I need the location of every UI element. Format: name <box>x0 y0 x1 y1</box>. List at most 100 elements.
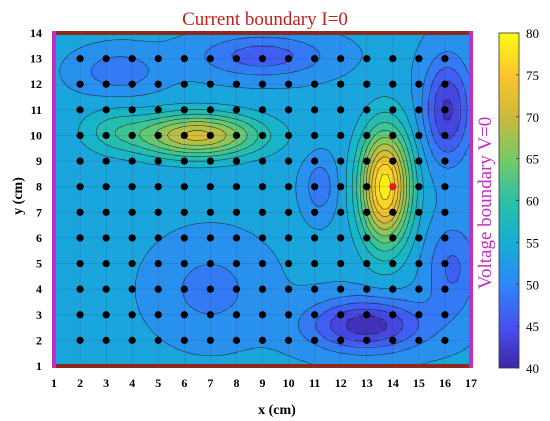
x-tick-label: 7 <box>207 376 213 390</box>
sample-point <box>232 131 241 140</box>
sample-point <box>232 106 241 114</box>
sample-point <box>232 55 241 63</box>
sample-point <box>258 234 267 242</box>
sample-point <box>76 80 84 88</box>
sample-point <box>337 311 345 319</box>
x-tick-label: 16 <box>439 376 451 390</box>
sample-point <box>128 208 136 216</box>
y-tick-label: 12 <box>30 77 42 91</box>
sample-point <box>154 336 162 344</box>
y-tick-label: 2 <box>36 333 42 347</box>
sample-point <box>258 311 267 319</box>
colorbar-tick-label: 45 <box>526 319 539 334</box>
sample-point <box>258 183 267 191</box>
sample-point <box>128 157 136 165</box>
x-tick-label: 12 <box>335 376 347 390</box>
sample-point <box>102 285 110 293</box>
sample-point <box>232 336 241 344</box>
sample-point <box>284 106 293 114</box>
sample-point <box>337 131 345 140</box>
sample-point <box>180 80 188 88</box>
sample-point <box>258 259 267 268</box>
sample-point <box>258 131 267 140</box>
sample-point <box>76 208 84 216</box>
sample-point <box>311 55 319 63</box>
x-tick-label: 2 <box>77 376 83 390</box>
sample-point <box>206 208 214 216</box>
sample-point <box>284 311 293 319</box>
sample-point <box>337 259 345 268</box>
sample-point <box>337 285 345 293</box>
sample-point <box>180 336 188 344</box>
x-tick-label: 17 <box>465 376 477 390</box>
sample-point <box>284 208 293 216</box>
x-tick-label: 10 <box>283 376 295 390</box>
sample-point <box>389 106 397 114</box>
x-tick-label: 6 <box>181 376 187 390</box>
sample-point <box>311 106 319 114</box>
x-axis-ticks: 1 2 3 4 5 6 7 8 9 10 11 12 13 14 15 16 17 <box>51 376 477 390</box>
sample-point <box>206 336 214 344</box>
sample-point <box>415 336 423 344</box>
sample-point <box>76 157 84 165</box>
sample-point <box>232 208 241 216</box>
sample-point <box>76 311 84 319</box>
sample-point <box>154 311 162 319</box>
sample-point <box>76 285 84 293</box>
sample-point <box>180 183 188 191</box>
sample-point <box>389 259 397 268</box>
sample-point <box>76 131 84 140</box>
highlighted-point <box>389 183 397 191</box>
x-tick-label: 11 <box>309 376 320 390</box>
x-tick-label: 15 <box>413 376 425 390</box>
sample-point <box>284 259 293 268</box>
sample-point <box>180 157 188 165</box>
sample-point <box>180 208 188 216</box>
sample-point <box>154 285 162 293</box>
y-tick-label: 3 <box>36 308 42 322</box>
sample-point <box>206 259 214 268</box>
sample-point <box>311 183 319 191</box>
sample-point <box>128 106 136 114</box>
sample-point <box>441 234 449 242</box>
sample-point <box>389 80 397 88</box>
sample-point <box>154 131 162 140</box>
sample-point <box>128 234 136 242</box>
colorbar-tick-label: 70 <box>526 110 539 125</box>
sample-point <box>337 234 345 242</box>
sample-point <box>337 336 345 344</box>
sample-point <box>363 311 371 319</box>
sample-point <box>102 208 110 216</box>
sample-point <box>311 157 319 165</box>
sample-point <box>284 336 293 344</box>
sample-point <box>258 106 267 114</box>
sample-point <box>206 55 214 63</box>
sample-point <box>206 80 214 88</box>
sample-point <box>102 311 110 319</box>
sample-point <box>206 234 214 242</box>
sample-point <box>128 183 136 191</box>
sample-point <box>389 131 397 140</box>
sample-point <box>311 80 319 88</box>
sample-point <box>441 157 449 165</box>
sample-point <box>102 183 110 191</box>
x-tick-label: 8 <box>233 376 239 390</box>
sample-point <box>128 336 136 344</box>
sample-point <box>311 234 319 242</box>
sample-point <box>206 285 214 293</box>
colorbar: 40 45 50 55 60 65 70 75 80 <box>498 26 539 376</box>
sample-point <box>180 131 188 140</box>
colorbar-tick-label: 65 <box>526 152 539 167</box>
sample-point <box>415 259 423 268</box>
y-tick-label: 5 <box>36 257 42 271</box>
sample-point <box>415 234 423 242</box>
sample-point <box>363 157 371 165</box>
y-tick-label: 10 <box>30 128 42 142</box>
y-tick-label: 1 <box>36 359 42 373</box>
sample-point <box>415 157 423 165</box>
sample-point <box>311 336 319 344</box>
sample-point <box>154 106 162 114</box>
sample-point <box>284 131 293 140</box>
sample-point <box>180 311 188 319</box>
sample-point <box>180 106 188 114</box>
